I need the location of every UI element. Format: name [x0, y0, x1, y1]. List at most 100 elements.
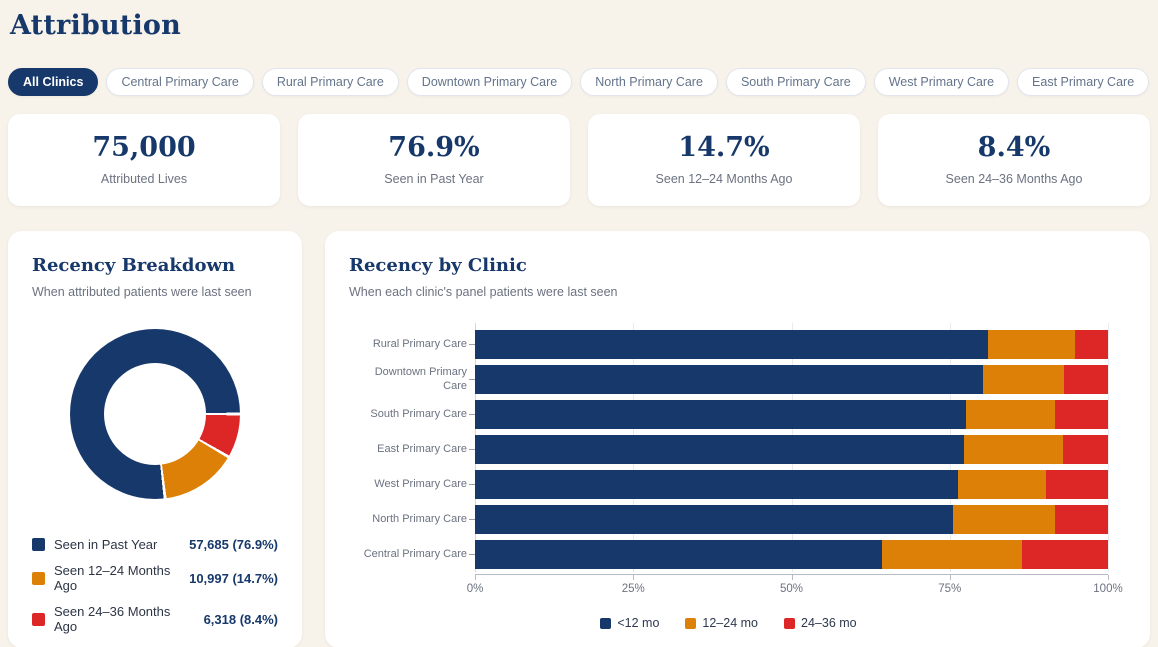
- stacked-bar-west-primary-care[interactable]: [475, 470, 1108, 499]
- stacked-bar-east-primary-care[interactable]: [475, 435, 1108, 464]
- legend-row-seen-12-24-months-ago: Seen 12–24 Months Ago 10,997 (14.7%): [32, 563, 278, 593]
- stacked-bar-downtown-primary-care[interactable]: [475, 365, 1108, 394]
- category-tick: [469, 449, 475, 450]
- bar-row-rural-primary-care: Rural Primary Care: [349, 327, 1108, 362]
- bar-legend-item-12-24-mo[interactable]: 12–24 mo: [685, 616, 758, 630]
- axis-tick-100: [1108, 575, 1109, 580]
- stat-label: Attributed Lives: [100, 172, 188, 186]
- stat-value: 75,000: [92, 132, 196, 163]
- filter-chip-all-clinics[interactable]: All Clinics: [8, 68, 99, 96]
- bar-segment-12-mo[interactable]: [475, 435, 965, 464]
- stat-card-seen-12-24-months-ago: 14.7% Seen 12–24 Months Ago: [588, 114, 860, 206]
- filter-chip-east-primary-care[interactable]: East Primary Care: [1017, 68, 1150, 96]
- bar-legend-item-12-mo[interactable]: <12 mo: [600, 616, 659, 630]
- stat-value: 8.4%: [977, 132, 1051, 163]
- category-label: Rural Primary Care: [372, 337, 467, 350]
- category-label: West Primary Care: [374, 477, 467, 490]
- recency-breakdown-title: Recency Breakdown: [32, 255, 236, 276]
- bar-segment-12-24-mo[interactable]: [964, 435, 1064, 464]
- stat-cards-row: 75,000 Attributed Lives 76.9% Seen in Past …: [8, 114, 1150, 206]
- filter-chip-downtown-primary-care[interactable]: Downtown Primary Care: [406, 68, 573, 96]
- category-tick: [469, 519, 475, 520]
- category-tick: [469, 414, 475, 415]
- bar-segment-12-mo[interactable]: [475, 400, 967, 429]
- stacked-bar-chart: Rural Primary Care Downtown Primary Care S…: [349, 323, 1126, 630]
- stacked-bar-north-primary-care[interactable]: [475, 505, 1108, 534]
- bar-segment-24-36-mo[interactable]: [1063, 365, 1108, 394]
- bar-segment-24-36-mo[interactable]: [1054, 400, 1108, 429]
- legend-label: Seen 24–36 Months Ago: [54, 604, 171, 634]
- axis-tick-50: [791, 575, 793, 580]
- bar-segment-12-mo[interactable]: [475, 540, 883, 569]
- bar-segment-24-36-mo[interactable]: [1063, 435, 1108, 464]
- bar-segment-12-24-mo[interactable]: [882, 540, 1022, 569]
- bar-legend-swatch-icon: [685, 617, 697, 629]
- bar-legend-item-24-36-mo[interactable]: 24–36 mo: [784, 616, 857, 630]
- category-label: Central Primary Care: [363, 547, 467, 560]
- bar-segment-24-36-mo[interactable]: [1075, 330, 1108, 359]
- legend-swatch-icon: [32, 538, 45, 551]
- category-label: Downtown Primary Care: [374, 366, 467, 392]
- legend-swatch-icon: [32, 571, 45, 585]
- bar-segment-12-24-mo[interactable]: [987, 330, 1076, 359]
- stat-value: 76.9%: [388, 132, 480, 163]
- axis-tick-label-100: 100%: [1093, 583, 1123, 595]
- category-tick: [469, 554, 475, 555]
- stacked-bar-central-primary-care[interactable]: [475, 540, 1108, 569]
- bar-row-south-primary-care: South Primary Care: [349, 397, 1108, 432]
- bar-legend-label: 24–36 mo: [801, 616, 857, 630]
- bar-chart-legend: <12 mo 12–24 mo 24–36 mo: [349, 616, 1108, 630]
- stacked-bar-south-primary-care[interactable]: [475, 400, 1108, 429]
- category-label: North Primary Care: [372, 512, 467, 525]
- bar-segment-24-36-mo[interactable]: [1021, 540, 1108, 569]
- stat-label: Seen in Past Year: [384, 172, 484, 186]
- filter-chip-south-primary-care[interactable]: South Primary Care: [725, 68, 866, 96]
- recency-by-clinic-subtitle: When each clinic's panel patients were l…: [349, 285, 618, 299]
- legend-swatch-icon: [32, 612, 45, 626]
- bar-segment-12-mo[interactable]: [475, 470, 958, 499]
- recency-breakdown-card: Recency Breakdown When attributed patien…: [8, 231, 302, 647]
- bar-rows: Rural Primary Care Downtown Primary Care S…: [349, 323, 1108, 572]
- stat-label: Seen 12–24 Months Ago: [655, 172, 793, 186]
- x-axis: 0% 25% 50% 75% 100%: [467, 574, 1123, 600]
- stat-value: 14.7%: [678, 132, 770, 163]
- stat-card-seen-in-past-year: 76.9% Seen in Past Year: [298, 114, 570, 206]
- category-tick: [469, 484, 475, 485]
- axis-tick-label-0: 0%: [466, 583, 484, 595]
- bar-segment-12-mo[interactable]: [475, 365, 984, 394]
- axis-tick-label-75: 75%: [938, 583, 962, 595]
- filter-chip-rural-primary-care[interactable]: Rural Primary Care: [261, 68, 399, 96]
- category-tick: [469, 344, 475, 345]
- category-tick: [469, 379, 475, 380]
- bar-segment-12-mo[interactable]: [475, 505, 953, 534]
- recency-donut-chart[interactable]: [70, 329, 240, 499]
- axis-tick-25: [633, 575, 635, 580]
- bar-row-west-primary-care: West Primary Care: [349, 467, 1108, 502]
- legend-value: 10,997 (14.7%): [189, 570, 278, 586]
- bar-segment-12-24-mo[interactable]: [952, 505, 1056, 534]
- stacked-bar-rural-primary-care[interactable]: [475, 330, 1108, 359]
- bar-row-north-primary-care: North Primary Care: [349, 502, 1108, 537]
- legend-value: 6,318 (8.4%): [203, 611, 278, 627]
- bar-segment-24-36-mo[interactable]: [1045, 470, 1108, 499]
- bar-segment-12-24-mo[interactable]: [983, 365, 1064, 394]
- bar-row-downtown-primary-care: Downtown Primary Care: [349, 362, 1108, 397]
- clinic-filter-chips: All Clinics Central Primary Care Rural Pri…: [8, 68, 1150, 96]
- bar-segment-24-36-mo[interactable]: [1055, 505, 1108, 534]
- bar-segment-12-mo[interactable]: [475, 330, 988, 359]
- recency-by-clinic-title: Recency by Clinic: [349, 255, 527, 276]
- legend-label: Seen 12–24 Months Ago: [54, 563, 171, 593]
- bar-segment-12-24-mo[interactable]: [966, 400, 1055, 429]
- filter-chip-north-primary-care[interactable]: North Primary Care: [580, 68, 718, 96]
- bar-legend-label: <12 mo: [617, 616, 660, 630]
- recency-by-clinic-card: Recency by Clinic When each clinic's pan…: [325, 231, 1150, 647]
- bar-row-central-primary-care: Central Primary Care: [349, 537, 1108, 572]
- filter-chip-central-primary-care[interactable]: Central Primary Care: [106, 68, 254, 96]
- bar-segment-12-24-mo[interactable]: [957, 470, 1046, 499]
- legend-row-seen-in-past-year: Seen in Past Year 57,685 (76.9%): [32, 537, 278, 552]
- stat-label: Seen 24–36 Months Ago: [945, 172, 1083, 186]
- filter-chip-west-primary-care[interactable]: West Primary Care: [873, 68, 1010, 96]
- main-content-row: Recency Breakdown When attributed patien…: [8, 231, 1150, 647]
- legend-row-seen-24-36-months-ago: Seen 24–36 Months Ago 6,318 (8.4%): [32, 604, 278, 634]
- axis-tick-0: [475, 575, 476, 580]
